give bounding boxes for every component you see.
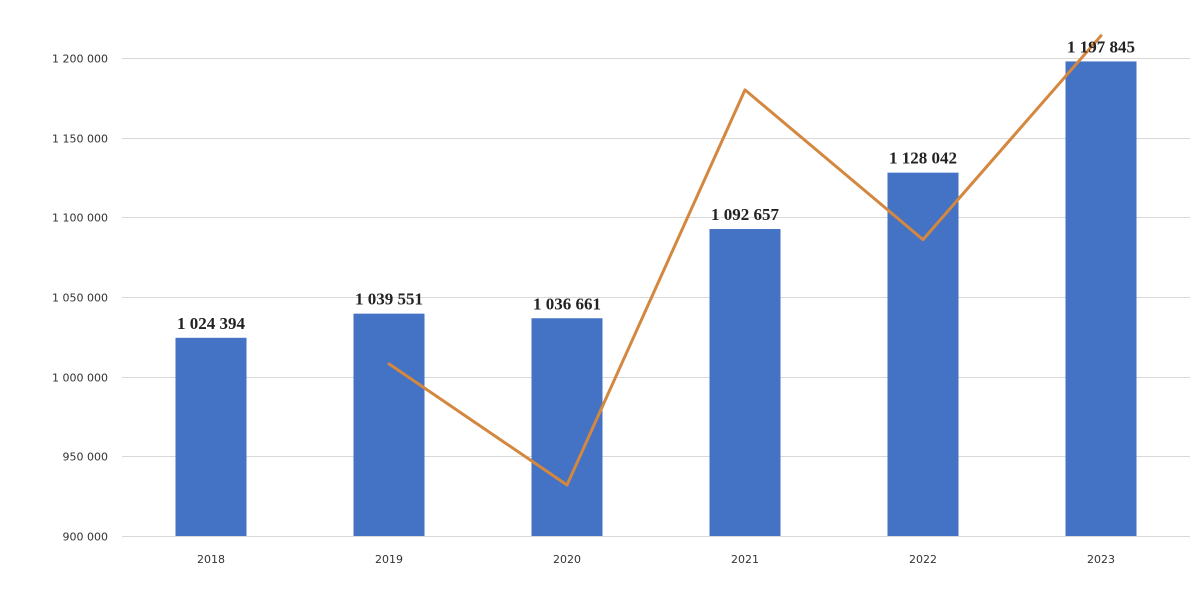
data-label-2019: 1 039 551 <box>355 290 423 309</box>
x-tick-label: 2022 <box>909 553 937 566</box>
bar-2021 <box>709 229 781 536</box>
x-tick-label: 2019 <box>375 553 403 566</box>
x-tick-label: 2023 <box>1087 553 1115 566</box>
y-tick-label: 1 200 000 <box>52 53 108 66</box>
x-tick-label: 2020 <box>553 553 581 566</box>
bar-2022 <box>887 172 959 536</box>
y-tick-label: 1 150 000 <box>52 133 108 146</box>
x-axis-ticks: 2018 2019 2020 2021 2022 2023 <box>197 553 1115 566</box>
trend-line-path <box>387 34 1103 487</box>
data-label-2020: 1 036 661 <box>533 294 601 313</box>
y-tick-label: 900 000 <box>63 531 109 544</box>
bar-2018 <box>175 337 247 536</box>
data-label-2022: 1 128 042 <box>889 149 957 168</box>
data-label-2023: 1 197 845 <box>1067 37 1135 56</box>
trend-line <box>387 34 1103 487</box>
y-tick-label: 950 000 <box>63 451 109 464</box>
bar-2023 <box>1065 61 1137 537</box>
y-axis-ticks: 900 000 950 000 1 000 000 1 050 000 1 100 00… <box>52 53 108 544</box>
bar-2019 <box>353 313 425 536</box>
y-tick-label: 1 100 000 <box>52 212 108 225</box>
data-label-2018: 1 024 394 <box>177 314 246 333</box>
x-tick-label: 2018 <box>197 553 225 566</box>
gridlines <box>122 58 1190 537</box>
y-tick-label: 1 050 000 <box>52 292 108 305</box>
y-tick-label: 1 000 000 <box>52 372 108 385</box>
bars <box>175 61 1137 537</box>
bar-2020 <box>531 318 603 536</box>
data-labels: 1 024 394 1 039 551 1 036 661 1 092 657 1 12… <box>177 37 1135 332</box>
x-tick-label: 2021 <box>731 553 759 566</box>
data-label-2021: 1 092 657 <box>711 205 780 224</box>
